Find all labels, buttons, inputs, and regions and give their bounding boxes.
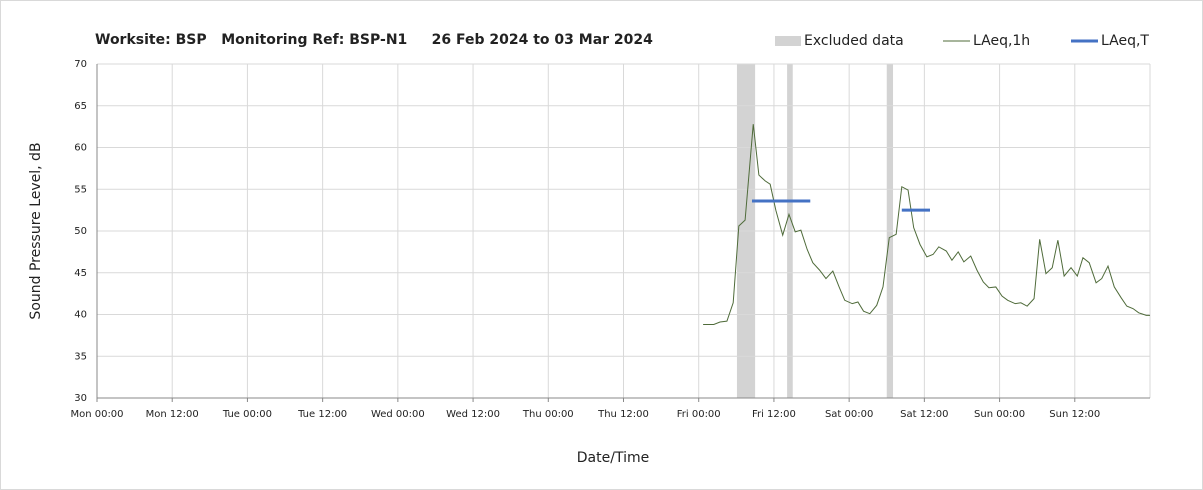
y-axis-label: Sound Pressure Level, dB <box>28 142 44 319</box>
y-tick-label: 70 <box>74 59 87 70</box>
legend-label: LAeq,T <box>1101 33 1149 49</box>
x-axis-label: Date/Time <box>577 450 649 466</box>
legend-label: LAeq,1h <box>973 33 1030 49</box>
x-tick-label: Mon 00:00 <box>70 409 123 420</box>
x-tick-label: Wed 12:00 <box>446 409 500 420</box>
x-tick-label: Sun 00:00 <box>974 409 1025 420</box>
x-tick-label: Thu 00:00 <box>522 409 574 420</box>
y-tick-label: 55 <box>74 184 87 195</box>
legend-label: Excluded data <box>804 33 904 49</box>
y-tick-label: 30 <box>74 393 87 404</box>
x-tick-label: Fri 00:00 <box>677 409 721 420</box>
y-tick-label: 50 <box>74 226 87 237</box>
y-tick-label: 45 <box>74 268 87 279</box>
x-tick-label: Sat 12:00 <box>900 409 948 420</box>
chart-title: Worksite: BSP Monitoring Ref: BSP-N1 26 … <box>95 32 653 48</box>
x-tick-label: Sat 00:00 <box>825 409 873 420</box>
y-tick-label: 40 <box>74 310 87 321</box>
line-series <box>703 124 1150 326</box>
x-tick-label: Fri 12:00 <box>752 409 796 420</box>
y-tick-label: 35 <box>74 351 87 362</box>
x-tick-label: Tue 00:00 <box>222 409 272 420</box>
x-tick-label: Wed 00:00 <box>371 409 425 420</box>
y-tick-label: 65 <box>74 101 87 112</box>
x-tick-label: Sun 12:00 <box>1049 409 1100 420</box>
x-tick-label: Tue 12:00 <box>297 409 347 420</box>
x-tick-label: Thu 12:00 <box>597 409 649 420</box>
x-tick-label: Mon 12:00 <box>146 409 199 420</box>
y-tick-label: 60 <box>74 143 87 154</box>
